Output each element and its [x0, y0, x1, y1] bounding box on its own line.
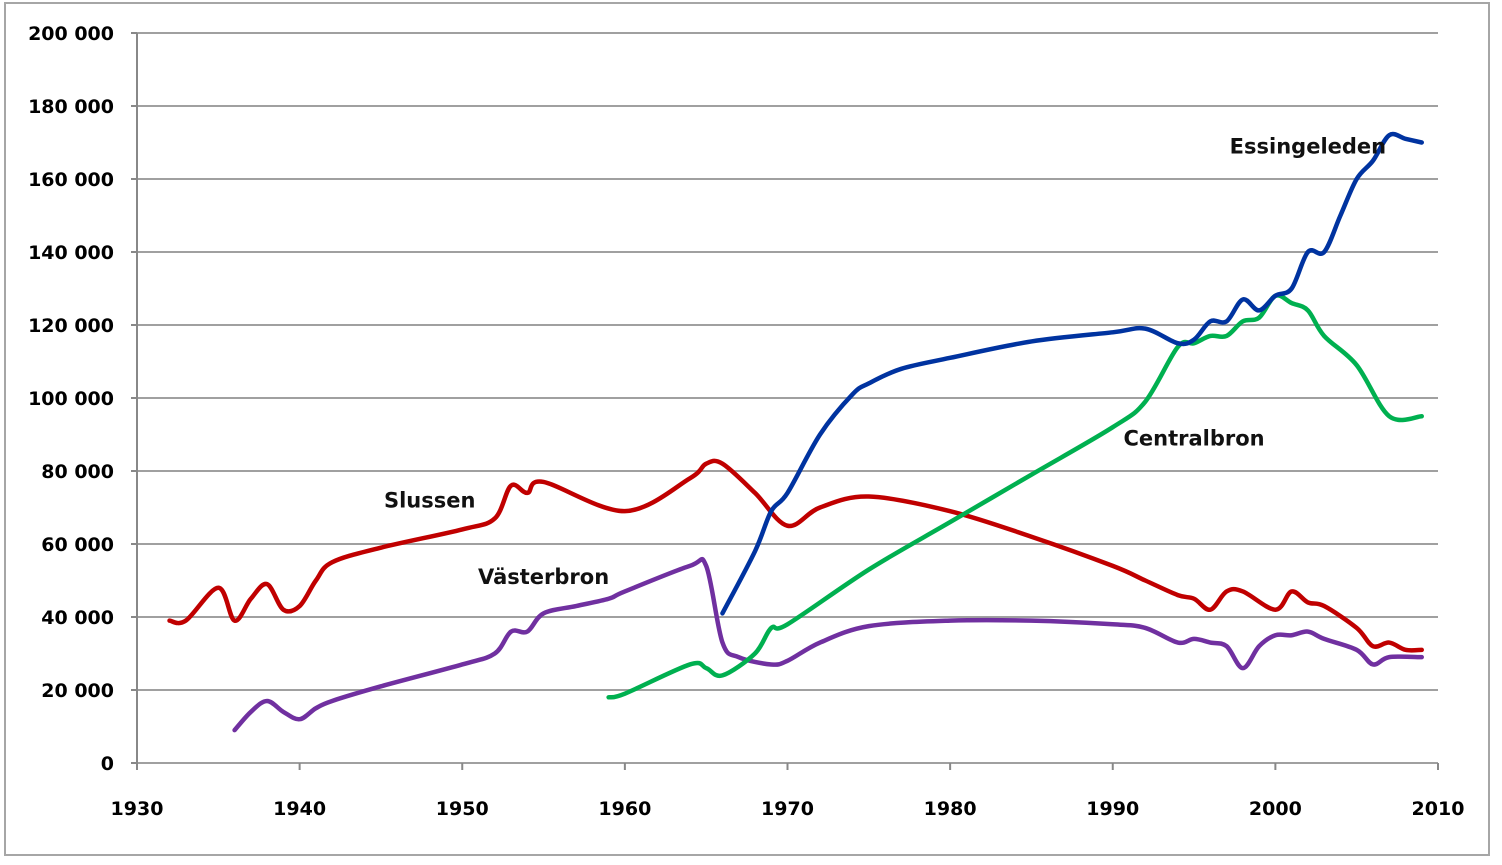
series-label: Slussen — [384, 489, 475, 513]
x-tick-label: 2000 — [1249, 798, 1302, 820]
series-lines — [167, 131, 1424, 733]
y-tick-label: 60 000 — [41, 534, 114, 556]
x-tick-label: 1930 — [111, 798, 164, 820]
series-line-centralbron — [606, 293, 1424, 700]
x-tick-label: 1960 — [598, 798, 651, 820]
series-labels: Essingeleden Centralbron Slussen Västerbron — [384, 134, 1386, 589]
series-line-essingeleden — [720, 131, 1424, 616]
y-tick-label: 80 000 — [41, 461, 114, 483]
y-tick-label: 160 000 — [28, 169, 114, 191]
x-tick-label: 2010 — [1412, 798, 1465, 820]
series-label: Västerbron — [478, 565, 609, 589]
y-axis-ticks: 0 20 000 40 000 60 000 80 000 100 000 120 000 1… — [28, 23, 137, 775]
series-line-slussen — [167, 458, 1424, 653]
y-tick-label: 0 — [101, 753, 114, 775]
y-tick-label: 120 000 — [28, 315, 114, 337]
x-tick-label: 1970 — [761, 798, 814, 820]
x-tick-label: 1980 — [924, 798, 977, 820]
x-tick-label: 1950 — [436, 798, 489, 820]
y-tick-label: 40 000 — [41, 607, 114, 629]
series-label: Essingeleden — [1230, 134, 1386, 158]
y-tick-label: 100 000 — [28, 388, 114, 410]
x-tick-label: 1940 — [273, 798, 326, 820]
y-tick-label: 140 000 — [28, 242, 114, 264]
y-tick-label: 20 000 — [41, 680, 114, 702]
series-label: Centralbron — [1123, 426, 1264, 450]
y-tick-label: 180 000 — [28, 96, 114, 118]
x-tick-label: 1990 — [1086, 798, 1139, 820]
y-tick-label: 200 000 — [28, 23, 114, 45]
chart-frame — [4, 2, 1490, 856]
x-axis-ticks: 1930 1940 1950 1960 1970 1980 1990 2000 2010 — [111, 763, 1465, 820]
series-line-vsterbron — [232, 556, 1424, 733]
